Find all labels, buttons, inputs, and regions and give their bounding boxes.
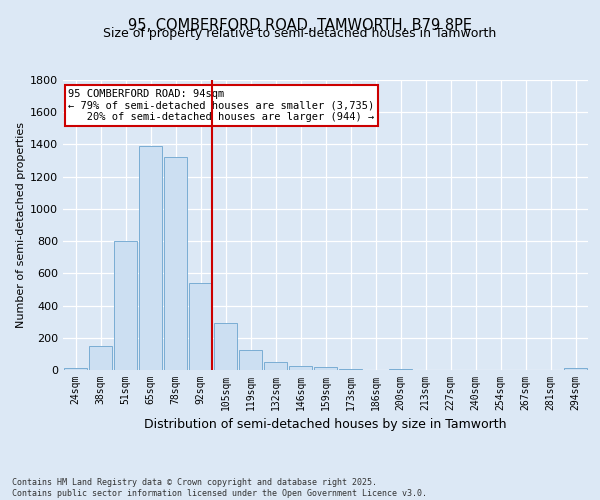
Bar	[64, 368, 88, 370]
Bar	[164, 158, 187, 370]
Bar	[113, 241, 137, 370]
Bar	[188, 283, 212, 370]
Bar	[139, 146, 163, 370]
Text: 95, COMBERFORD ROAD, TAMWORTH, B79 8PE: 95, COMBERFORD ROAD, TAMWORTH, B79 8PE	[128, 18, 472, 32]
Text: 95 COMBERFORD ROAD: 94sqm
← 79% of semi-detached houses are smaller (3,735)
   2: 95 COMBERFORD ROAD: 94sqm ← 79% of semi-…	[68, 88, 374, 122]
Text: Size of property relative to semi-detached houses in Tamworth: Size of property relative to semi-detach…	[103, 28, 497, 40]
Bar	[289, 366, 313, 370]
Y-axis label: Number of semi-detached properties: Number of semi-detached properties	[16, 122, 26, 328]
Text: Contains HM Land Registry data © Crown copyright and database right 2025.
Contai: Contains HM Land Registry data © Crown c…	[12, 478, 427, 498]
Bar	[314, 367, 337, 370]
Bar	[563, 368, 587, 370]
Bar	[239, 350, 262, 370]
Bar	[89, 346, 112, 370]
Bar	[214, 324, 238, 370]
Bar	[389, 369, 412, 370]
Bar	[263, 362, 287, 370]
Bar	[338, 369, 362, 370]
X-axis label: Distribution of semi-detached houses by size in Tamworth: Distribution of semi-detached houses by …	[144, 418, 507, 432]
